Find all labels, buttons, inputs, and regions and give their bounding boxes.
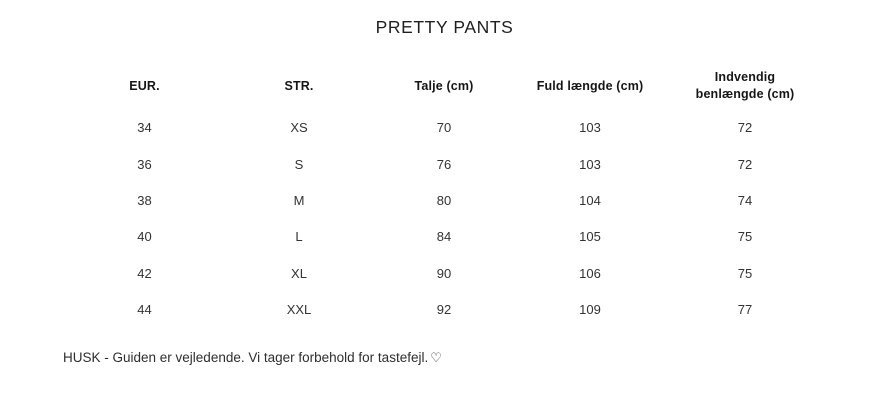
cell-talje: 80 [436, 192, 452, 208]
table-row: 40 L 84 105 75 [63, 219, 826, 255]
cell-talje: 92 [436, 302, 452, 318]
cell-str: M [293, 192, 305, 208]
table-row: 44 XXL 92 109 77 [63, 292, 826, 328]
column-header-str: STR. [226, 62, 372, 110]
heart-outline-icon: ♡ [430, 350, 442, 365]
column-header-indvendig-benlaengde: Indvendig benlængde (cm) [664, 62, 826, 110]
page-title: PRETTY PANTS [375, 17, 514, 37]
cell-talje: 84 [436, 229, 452, 245]
cell-eur: 38 [137, 192, 152, 208]
cell-fuld-laengde: 105 [579, 229, 601, 245]
table-body: 34 XS 70 103 72 36 S 76 103 72 38 M 80 1… [63, 110, 826, 328]
column-header-str-line-1: STR. [284, 78, 314, 93]
cell-str: XS [290, 120, 308, 136]
cell-fuld-laengde: 103 [579, 156, 601, 172]
cell-indvendig-benlaengde: 77 [737, 302, 753, 318]
column-header-indvendig-benlaengde-line-1: Indvendig [714, 70, 776, 84]
column-header-fuld-laengde: Fuld længde (cm) [516, 62, 664, 110]
cell-fuld-laengde: 109 [579, 302, 601, 318]
column-header-fuld-laengde-line-1: Fuld længde (cm) [536, 78, 644, 93]
cell-str: XXL [286, 302, 312, 318]
column-header-eur: EUR. [63, 62, 226, 110]
cell-eur: 40 [137, 229, 152, 245]
table-header: EUR. STR. Talje (cm) Fuld længde (cm) In… [63, 62, 826, 110]
table-row: 36 S 76 103 72 [63, 146, 826, 182]
cell-eur: 36 [137, 156, 152, 172]
table-row: 38 M 80 104 74 [63, 183, 826, 219]
cell-fuld-laengde: 104 [579, 192, 601, 208]
column-header-talje-line-1: Talje (cm) [414, 78, 474, 93]
column-header-eur-line-1: EUR. [129, 78, 160, 93]
cell-str: L [295, 229, 303, 245]
table-row: 42 XL 90 106 75 [63, 256, 826, 292]
disclaimer-text: HUSK - Guiden er vejledende. Vi tager fo… [63, 350, 429, 365]
cell-indvendig-benlaengde: 72 [737, 156, 753, 172]
cell-str: XL [291, 265, 307, 281]
cell-eur: 44 [137, 302, 152, 318]
cell-indvendig-benlaengde: 75 [737, 229, 753, 245]
column-header-talje: Talje (cm) [372, 62, 516, 110]
disclaimer-note: HUSK - Guiden er vejledende. Vi tager fo… [63, 348, 442, 368]
cell-eur: 34 [137, 120, 152, 136]
column-header-indvendig-benlaengde-line-2: benlængde (cm) [695, 87, 795, 101]
table-header-row: EUR. STR. Talje (cm) Fuld længde (cm) In… [63, 62, 826, 110]
cell-eur: 42 [137, 265, 152, 281]
cell-talje: 70 [436, 120, 452, 136]
cell-talje: 76 [436, 156, 452, 172]
cell-indvendig-benlaengde: 74 [737, 192, 753, 208]
cell-indvendig-benlaengde: 72 [737, 120, 753, 136]
cell-fuld-laengde: 103 [579, 120, 601, 136]
cell-fuld-laengde: 106 [579, 265, 601, 281]
cell-str: S [294, 156, 304, 172]
size-chart-table: EUR. STR. Talje (cm) Fuld længde (cm) In… [63, 62, 826, 328]
cell-talje: 90 [436, 265, 452, 281]
cell-indvendig-benlaengde: 75 [737, 265, 753, 281]
table-row: 34 XS 70 103 72 [63, 110, 826, 146]
